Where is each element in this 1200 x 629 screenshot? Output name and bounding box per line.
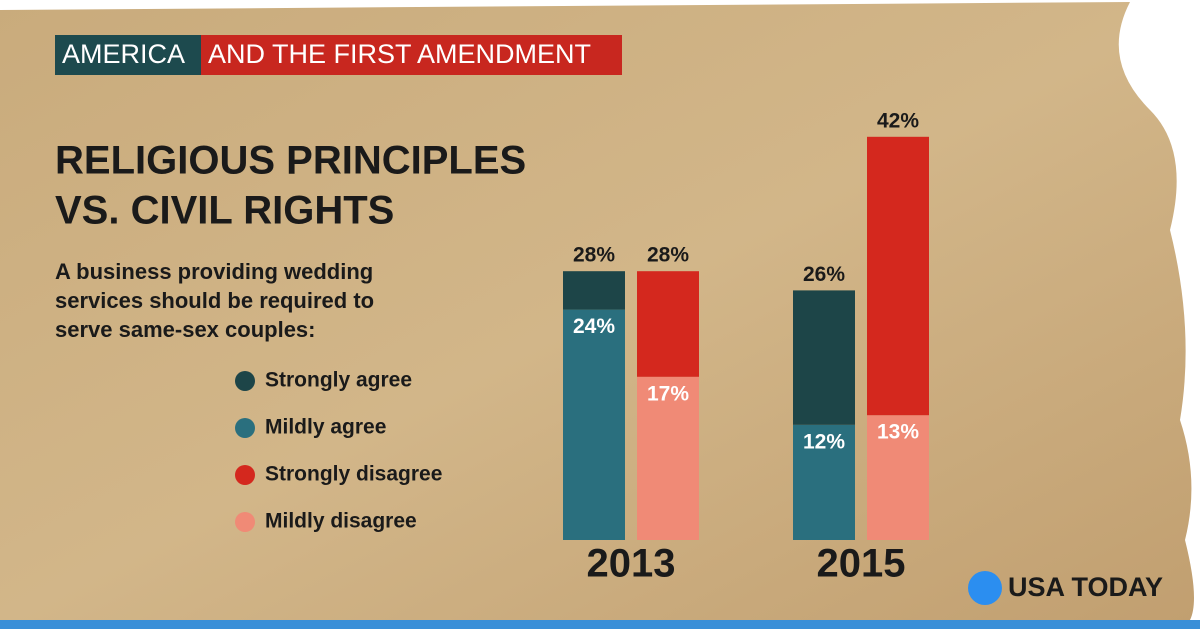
header-left: AMERICA — [62, 39, 185, 69]
logo-dot — [968, 571, 1002, 605]
legend-swatch — [235, 465, 255, 485]
legend-swatch — [235, 371, 255, 391]
header-left-box — [55, 35, 201, 75]
header-right: AND THE FIRST AMENDMENT — [208, 39, 591, 69]
source-logo: USA TODAY — [1008, 572, 1163, 602]
legend-swatch — [235, 418, 255, 438]
bar-segment — [793, 424, 855, 540]
bar-segment — [867, 415, 929, 540]
bottom-strip — [0, 620, 1200, 629]
legend-label: Strongly agree — [265, 369, 412, 392]
bar-segment — [793, 290, 855, 425]
bar-segment — [867, 136, 929, 416]
total-label: 26% — [803, 263, 845, 286]
title-line: RELIGIOUS PRINCIPLES — [55, 139, 526, 183]
value-label: 13% — [877, 421, 919, 444]
value-label: 24% — [573, 315, 615, 338]
subtitle-line: serve same-sex couples: — [55, 317, 316, 342]
x-tick-label: 2013 — [587, 542, 676, 586]
header-right-box — [201, 35, 622, 75]
value-label: 12% — [803, 430, 845, 453]
value-label: 17% — [647, 382, 689, 405]
title-line: VS. CIVIL RIGHTS — [55, 189, 394, 233]
bar-segment — [563, 309, 625, 540]
subtitle-line: services should be required to — [55, 288, 374, 313]
legend-label: Strongly disagree — [265, 463, 442, 486]
total-label: 42% — [877, 109, 919, 132]
total-label: 28% — [647, 244, 689, 267]
subtitle-line: A business providing wedding — [55, 259, 373, 284]
bar-segment — [637, 271, 699, 377]
legend-label: Mildly agree — [265, 416, 386, 439]
x-tick-label: 2015 — [817, 542, 906, 586]
total-label: 28% — [573, 244, 615, 267]
legend-swatch — [235, 512, 255, 532]
bar-segment — [563, 271, 625, 310]
bar-segment — [637, 376, 699, 540]
legend-label: Mildly disagree — [265, 510, 417, 533]
